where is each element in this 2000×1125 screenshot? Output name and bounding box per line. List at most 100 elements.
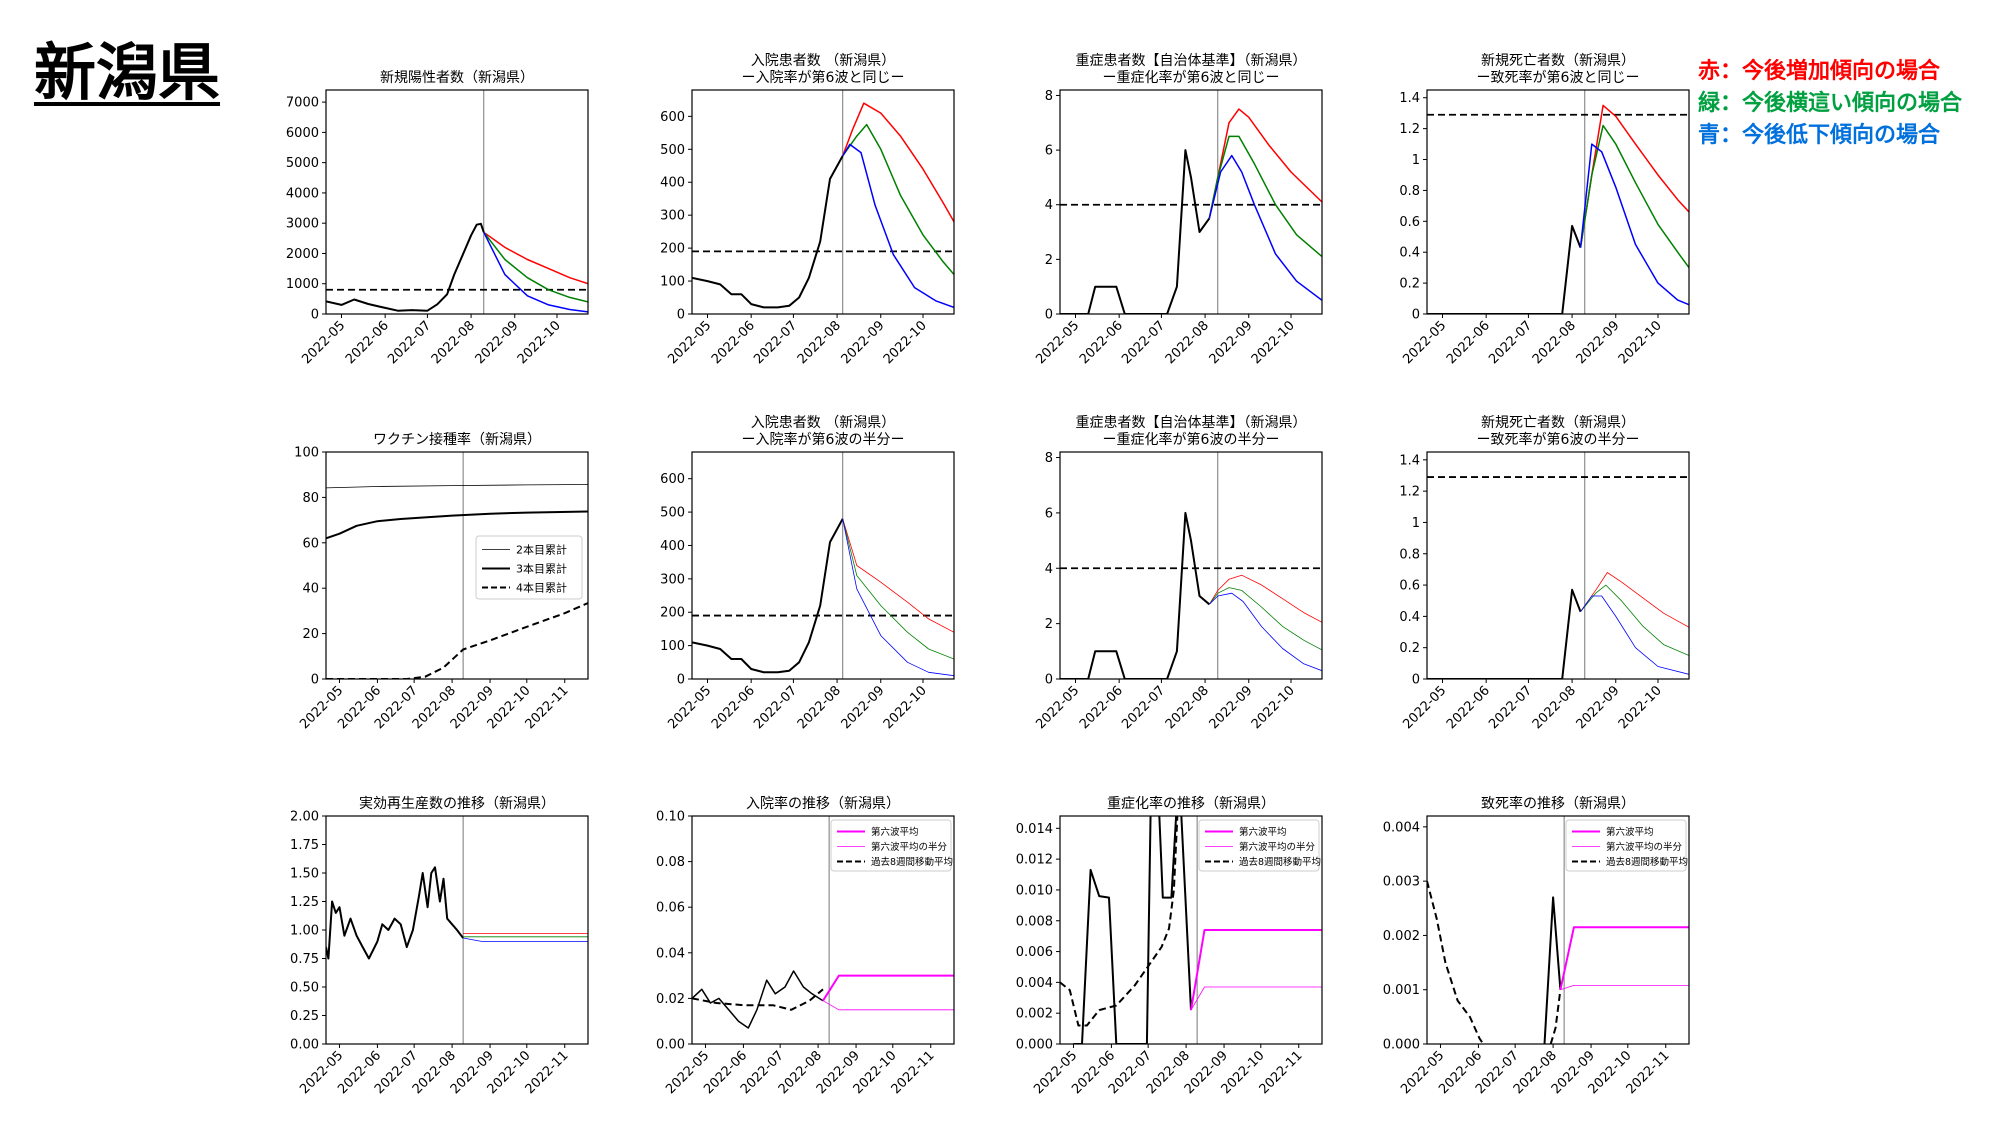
chart-c11: 重症化率の推移（新潟県） 0.000 0.002 0.004 0.006 0.008 0.0… [1016,795,1323,1097]
x-tick-label: 2022-08 [795,318,844,367]
chart-title: 入院患者数 （新潟県） [751,415,895,431]
x-tick-label: 2022-05 [665,683,714,732]
scenario-note-blue: 青：今後低下傾向の場合 [1698,123,1941,148]
x-tick-label: 2022-06 [1444,318,1493,367]
y-tick-label: 0.000 [1016,1038,1053,1053]
series-line-magenta [822,1000,954,1011]
scenario-color-note: 赤：今後増加傾向の場合 緑：今後横這い傾向の場合 青：今後低下傾向の場合 [1698,56,1962,152]
y-tick-label: 0.6 [1399,579,1420,594]
chart-title: 入院患者数 （新潟県） [751,53,895,69]
series-line-magenta [1190,929,1322,1011]
x-tick-label: 2022-05 [1400,318,1449,367]
chart-title: 重症患者数【自治体基準】（新潟県） [1076,414,1307,431]
plot-frame [691,451,955,680]
x-tick-label: 2022-07 [1119,318,1168,367]
series-line-black [1543,896,1562,1044]
y-tick-label: 300 [660,209,685,224]
y-tick-label: 7000 [286,96,319,111]
series-line-black [326,222,485,312]
y-tick-label: 0 [1045,673,1053,688]
series-line-blue [1209,592,1322,672]
y-tick-label: 0.06 [656,901,685,916]
series-line-blue [1579,143,1689,306]
series-line-black [692,970,824,1029]
x-tick-label: 2022-05 [1033,318,1082,367]
x-tick-label: 2022-10 [1249,683,1298,732]
chart-title: ー致死率が第6波と同じー [1477,69,1640,86]
plot-area [1427,452,1689,679]
y-tick-label: 3000 [286,217,319,232]
y-tick-label: 0.04 [656,946,685,961]
plot-area [1060,90,1322,314]
y-tick-label: 2 [1045,253,1053,268]
plot-area [1060,816,1322,1044]
y-tick-label: 4 [1045,198,1053,213]
y-tick-label: 1.25 [290,895,319,910]
chart-title: ー入院率が第6波の半分ー [742,431,905,448]
plot-area [1427,816,1689,1044]
series-line-blue [483,231,588,313]
plot-frame [325,89,589,315]
y-tick-label: 600 [660,472,685,487]
chart-c3: 重症患者数【自治体基準】（新潟県）ー重症化率が第6波と同じー 0 2 4 6 8 2022-… [1033,52,1323,367]
plot-frame [1426,451,1690,680]
plot-frame [325,815,589,1045]
x-tick-label: 2022-06 [709,318,758,367]
plot-frame [691,815,955,1045]
legend-label: 第六波平均の半分 [871,841,948,853]
chart-title: 致死率の推移（新潟県） [1481,795,1635,812]
plot-frame [325,451,589,680]
legend-box [830,819,952,872]
chart-title: 実効再生産数の推移（新潟県） [359,796,555,812]
legend-box [1198,819,1320,872]
series-line-black [1073,816,1192,1044]
y-tick-label: 8 [1045,451,1053,466]
legend-label: 4本目累計 [516,581,567,595]
y-tick-label: 0.008 [1016,914,1053,929]
y-tick-label: 0.003 [1383,875,1420,890]
scenario-note-red: 赤：今後増加傾向の場合 [1698,59,1941,84]
x-tick-label: 2022-10 [1249,318,1298,367]
y-tick-label: 80 [302,491,319,506]
y-tick-label: 0.2 [1399,641,1420,656]
series-line-black [1427,588,1582,679]
y-tick-label: 0.00 [290,1038,319,1053]
chart-c4: 新規死亡者数（新潟県）ー致死率が第6波と同じー 0 0.2 0.4 0.6 0.8 1 1.2… [1399,53,1690,367]
chart-title: ー重症化率が第6波の半分ー [1103,431,1280,448]
series-line-magenta [1560,985,1689,991]
series-line-blue [842,143,954,309]
x-tick-label: 2022-08 [795,683,844,732]
chart-title: ー重症化率が第6波と同じー [1103,69,1280,86]
plot-area [326,90,588,314]
x-tick-label: 2022-07 [1486,318,1535,367]
plot-area [692,816,954,1044]
x-tick-label: 2022-07 [385,318,434,367]
series-line-black [326,866,464,960]
y-tick-label: 1.4 [1399,91,1420,106]
chart-title: ー致死率が第6波の半分ー [1477,431,1640,448]
legend-label: 3本目累計 [516,562,567,576]
y-tick-label: 0.4 [1399,246,1420,261]
x-tick-label: 2022-06 [1444,683,1493,732]
y-tick-label: 100 [660,275,685,290]
x-tick-label: 2022-07 [751,318,800,367]
series-line-black [1060,149,1211,314]
series-line-black [326,484,588,489]
y-tick-label: 0.004 [1016,976,1053,991]
chart-c7: 重症患者数【自治体基準】（新潟県）ー重症化率が第6波の半分ー 0 2 4 6 8 2022-… [1033,414,1323,732]
x-tick-label: 2022-07 [1119,683,1168,732]
legend-box [1565,819,1687,872]
chart-title: 重症化率の推移（新潟県） [1107,795,1275,812]
y-tick-label: 20 [302,627,319,642]
legend-label: 第六波平均の半分 [1606,841,1683,853]
x-tick-label: 2022-09 [1574,318,1623,367]
y-tick-label: 1 [1412,153,1420,168]
y-tick-label: 1 [1412,516,1420,531]
y-tick-label: 1.2 [1399,485,1420,500]
legend-label: 第六波平均 [871,826,919,838]
series-line-magenta [822,974,954,1002]
series-line-black [692,155,844,309]
x-tick-label: 2022-06 [343,318,392,367]
y-tick-label: 0.001 [1383,983,1420,998]
